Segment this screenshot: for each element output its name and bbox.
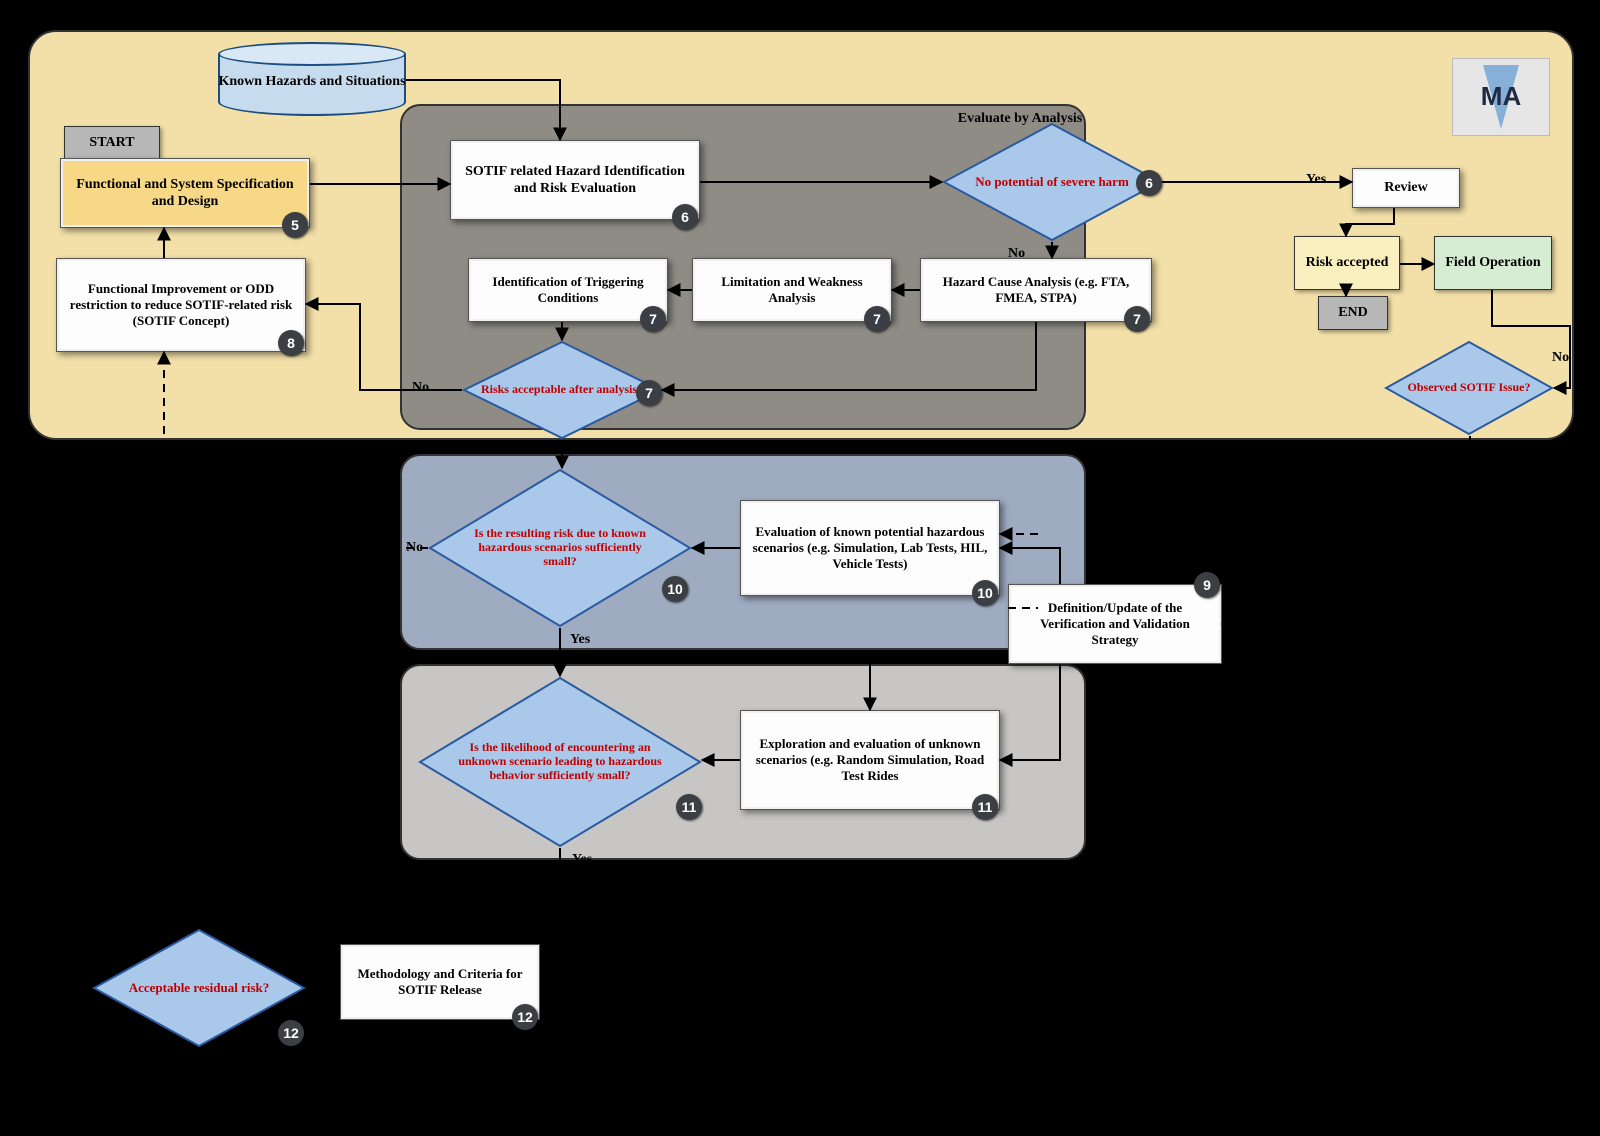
acceptable-residual-num: 12	[278, 1020, 304, 1046]
risks-acceptable-decision: Risks acceptable after analysis?	[462, 340, 662, 440]
risks-acceptable-num: 7	[636, 380, 662, 406]
known-no-label: No	[406, 540, 423, 556]
known-scenarios-num: 10	[662, 576, 688, 602]
obs-no-label: No	[1552, 350, 1569, 366]
limitation-weakness-num: 7	[864, 306, 890, 332]
review-box: Review	[1352, 168, 1460, 208]
eval-known-scenarios-num: 10	[972, 580, 998, 606]
acceptable-residual-decision: Acceptable residual risk?	[92, 928, 306, 1048]
vv-strategy-num: 9	[1194, 572, 1220, 598]
unknown-scenarios-decision: Is the likelihood of encountering an unk…	[418, 676, 702, 848]
known-hazards-db: Known Hazards and Situations	[218, 42, 406, 116]
hazard-cause-analysis-box: Hazard Cause Analysis (e.g. FTA, FMEA, S…	[920, 258, 1152, 322]
field-operation-box: Field Operation	[1434, 236, 1552, 290]
sotif-improvement-num: 8	[278, 330, 304, 356]
known-scenarios-decision: Is the resulting risk due to known hazar…	[428, 468, 692, 628]
risksacc-yes-label: Yes	[572, 442, 592, 458]
explore-unknown-box: Exploration and evaluation of unknown sc…	[740, 710, 1000, 810]
severe-harm-num: 6	[1136, 170, 1162, 196]
methodology-criteria-num: 12	[512, 1004, 538, 1030]
hazard-id-box: SOTIF related Hazard Identification and …	[450, 140, 700, 220]
end-node: END	[1318, 296, 1388, 330]
start-node: START	[64, 126, 160, 160]
observed-issue-decision: Observed SOTIF Issue?	[1384, 340, 1554, 436]
methodology-criteria-box: Methodology and Criteria for SOTIF Relea…	[340, 944, 540, 1020]
sotif-improvement-box: Functional Improvement or ODD restrictio…	[56, 258, 306, 352]
funcspec-box: Functional and System Specification and …	[60, 158, 310, 228]
region-area3-label: Evaluate Unknown Hazardous Scenarios Are…	[1096, 690, 1216, 743]
acceptable-residual-label: Acceptable residual risk?	[92, 928, 306, 1048]
severe-harm-decision: No potential of severe harm	[942, 122, 1162, 242]
risks-acceptable-label: Risks acceptable after analysis?	[462, 340, 662, 440]
funcspec-num: 5	[282, 212, 308, 238]
unknown-scenarios-label: Is the likelihood of encountering an unk…	[418, 676, 702, 848]
limitation-weakness-box: Limitation and Weakness Analysis	[692, 258, 892, 322]
observed-issue-label: Observed SOTIF Issue?	[1384, 340, 1554, 436]
logo-text: MA	[1453, 81, 1549, 112]
triggering-conditions-box: Identification of Triggering Conditions	[468, 258, 668, 322]
unk-yes-label: Yes	[572, 852, 592, 868]
triggering-conditions-num: 7	[640, 306, 666, 332]
known-hazards-label: Known Hazards and Situations	[218, 42, 406, 116]
explore-unknown-num: 11	[972, 794, 998, 820]
region-area2-label: Evaluate Known Hazardous Scenarios Area2	[1096, 460, 1216, 513]
known-yes-label: Yes	[570, 632, 590, 648]
hazard-id-num: 6	[672, 204, 698, 230]
risksacc-no-label: No	[412, 380, 429, 396]
logo: MA	[1452, 58, 1550, 136]
diagram-stage: Evaluate by Analysis Evaluate Known Haza…	[0, 0, 1600, 1136]
severe-yes-label: Yes	[1306, 172, 1326, 188]
hazard-cause-analysis-num: 7	[1124, 306, 1150, 332]
known-scenarios-label: Is the resulting risk due to known hazar…	[428, 468, 692, 628]
unknown-scenarios-num: 11	[676, 794, 702, 820]
severe-harm-label: No potential of severe harm	[942, 122, 1162, 242]
severe-no-label: No	[1008, 246, 1025, 262]
eval-known-scenarios-box: Evaluation of known potential hazardous …	[740, 500, 1000, 596]
vv-strategy-box: Definition/Update of the Verification an…	[1008, 584, 1222, 664]
risk-accepted-box: Risk accepted	[1294, 236, 1400, 290]
